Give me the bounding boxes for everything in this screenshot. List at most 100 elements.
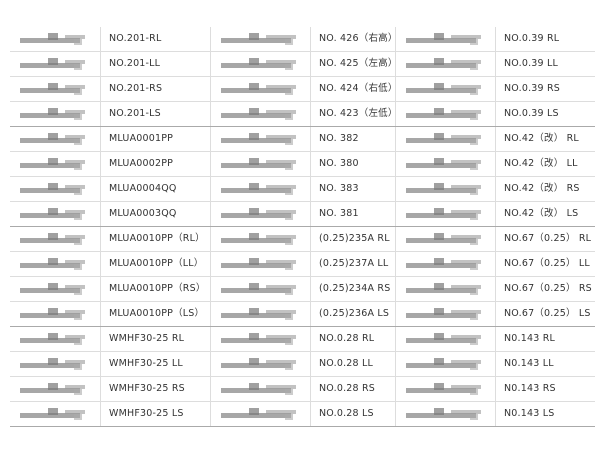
image-cell: [395, 202, 495, 226]
image-cell: [10, 252, 100, 276]
product-code: WMHF30-25 RL: [100, 327, 210, 351]
product-image: [406, 33, 481, 45]
image-cell: [210, 402, 310, 426]
product-code: N0.143 LS: [495, 402, 595, 426]
image-cell: [10, 52, 100, 76]
product-code: NO.42（改） RL: [495, 127, 595, 151]
image-cell: [10, 77, 100, 101]
product-code: NO.67（0.25） RS: [495, 277, 595, 301]
image-cell: [10, 202, 100, 226]
table-row: MLUA0001PP NO. 382 NO.42（改） RL: [10, 127, 595, 152]
image-cell: [210, 52, 310, 76]
image-cell: [395, 352, 495, 376]
image-cell: [10, 377, 100, 401]
image-cell: [10, 402, 100, 426]
product-image: [406, 133, 481, 145]
image-cell: [210, 377, 310, 401]
product-image: [20, 183, 85, 195]
product-code: MLUA0010PP（RL）: [100, 227, 210, 251]
product-image: [221, 158, 296, 170]
product-code: MLUA0003QQ: [100, 202, 210, 226]
image-cell: [210, 77, 310, 101]
product-code: NO.0.28 LS: [310, 402, 395, 426]
table-row: MLUA0010PP（RS） (0.25)234A RS NO.67（0.25） R…: [10, 277, 595, 302]
product-image: [20, 208, 85, 220]
table-row: MLUA0010PP（LS） (0.25)236A LS NO.67（0.25） L…: [10, 302, 595, 327]
product-image: [20, 308, 85, 320]
image-cell: [395, 102, 495, 126]
product-code: NO. 423（左低）: [310, 102, 397, 126]
table-row: WMHF30-25 RS NO.0.28 RS N0.143 RS: [10, 377, 595, 402]
product-code: NO.0.39 LS: [495, 102, 595, 126]
product-image: [221, 133, 296, 145]
image-cell: [395, 52, 495, 76]
table-row: WMHF30-25 RL NO.0.28 RL N0.143 RL: [10, 327, 595, 352]
product-image: [20, 333, 85, 345]
table-row: MLUA0004QQ NO. 383 NO.42（改） RS: [10, 177, 595, 202]
product-image: [20, 83, 85, 95]
product-image: [221, 83, 296, 95]
product-image: [406, 383, 481, 395]
product-code: NO.201-LL: [100, 52, 210, 76]
product-image: [221, 183, 296, 195]
product-image: [20, 408, 85, 420]
image-cell: [210, 177, 310, 201]
product-image: [406, 233, 481, 245]
product-image: [20, 283, 85, 295]
image-cell: [395, 377, 495, 401]
table-row: NO.201-LL NO. 425（左高） NO.0.39 LL: [10, 52, 595, 77]
product-image: [221, 33, 296, 45]
image-cell: [210, 302, 310, 326]
product-code: NO.0.39 LL: [495, 52, 595, 76]
product-code: N0.143 LL: [495, 352, 595, 376]
image-cell: [395, 327, 495, 351]
product-image: [221, 333, 296, 345]
product-image: [20, 358, 85, 370]
image-cell: [10, 177, 100, 201]
product-code: NO.42（改） LL: [495, 152, 595, 176]
product-code: NO.0.28 RL: [310, 327, 395, 351]
product-code: NO.201-RS: [100, 77, 210, 101]
product-code: NO. 380: [310, 152, 395, 176]
table-row: NO.201-LS NO. 423（左低） NO.0.39 LS: [10, 102, 595, 127]
table-row: WMHF30-25 LL NO.0.28 LL N0.143 LL: [10, 352, 595, 377]
product-code: MLUA0001PP: [100, 127, 210, 151]
product-image: [20, 33, 85, 45]
image-cell: [395, 77, 495, 101]
product-image: [221, 258, 296, 270]
table-row: MLUA0010PP（LL） (0.25)237A LL NO.67（0.25） L…: [10, 252, 595, 277]
table-row: NO.201-RL NO. 426（右高） NO.0.39 RL: [10, 27, 595, 52]
image-cell: [10, 352, 100, 376]
image-cell: [10, 152, 100, 176]
product-image: [406, 183, 481, 195]
product-image: [20, 233, 85, 245]
image-cell: [10, 302, 100, 326]
product-image: [221, 108, 296, 120]
product-code: (0.25)236A LS: [310, 302, 395, 326]
product-code: NO.0.39 RS: [495, 77, 595, 101]
product-code: NO.42（改） RS: [495, 177, 595, 201]
product-image: [406, 358, 481, 370]
image-cell: [10, 277, 100, 301]
image-cell: [395, 177, 495, 201]
product-image: [20, 258, 85, 270]
product-image: [221, 308, 296, 320]
image-cell: [395, 127, 495, 151]
image-cell: [395, 302, 495, 326]
product-code: WMHF30-25 LL: [100, 352, 210, 376]
product-code: NO. 382: [310, 127, 395, 151]
product-image: [406, 283, 481, 295]
image-cell: [10, 102, 100, 126]
product-image: [221, 408, 296, 420]
product-image: [221, 283, 296, 295]
image-cell: [210, 202, 310, 226]
product-code: NO.0.28 LL: [310, 352, 395, 376]
product-code: NO. 425（左高）: [310, 52, 397, 76]
table-row: MLUA0002PP NO. 380 NO.42（改） LL: [10, 152, 595, 177]
product-image: [406, 258, 481, 270]
product-image: [20, 58, 85, 70]
image-cell: [210, 352, 310, 376]
product-code: MLUA0010PP（LS）: [100, 302, 210, 326]
table-row: MLUA0010PP（RL） (0.25)235A RL NO.67（0.25） R…: [10, 227, 595, 252]
